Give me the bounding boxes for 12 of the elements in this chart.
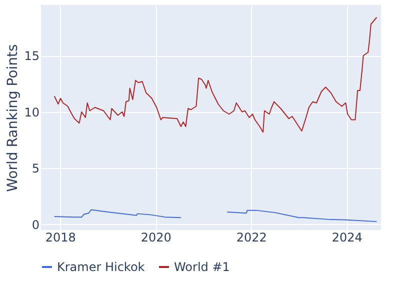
line-series	[54, 16, 378, 133]
legend-label: World #1	[174, 260, 230, 274]
x-tick-label: 2024	[332, 230, 362, 244]
x-tick-label: 2020	[140, 230, 172, 244]
x-tick-label: 2018	[45, 230, 76, 244]
y-tick-label: 15	[24, 49, 40, 64]
legend-label: Kramer Hickok	[57, 260, 145, 274]
y-tick-label: 0	[32, 218, 40, 232]
x-tick-label: 2022	[236, 230, 267, 244]
y-tick-label: 10	[24, 105, 40, 120]
y-axis-title: World Ranking Points	[5, 44, 22, 192]
y-tick-label: 5	[32, 162, 40, 176]
